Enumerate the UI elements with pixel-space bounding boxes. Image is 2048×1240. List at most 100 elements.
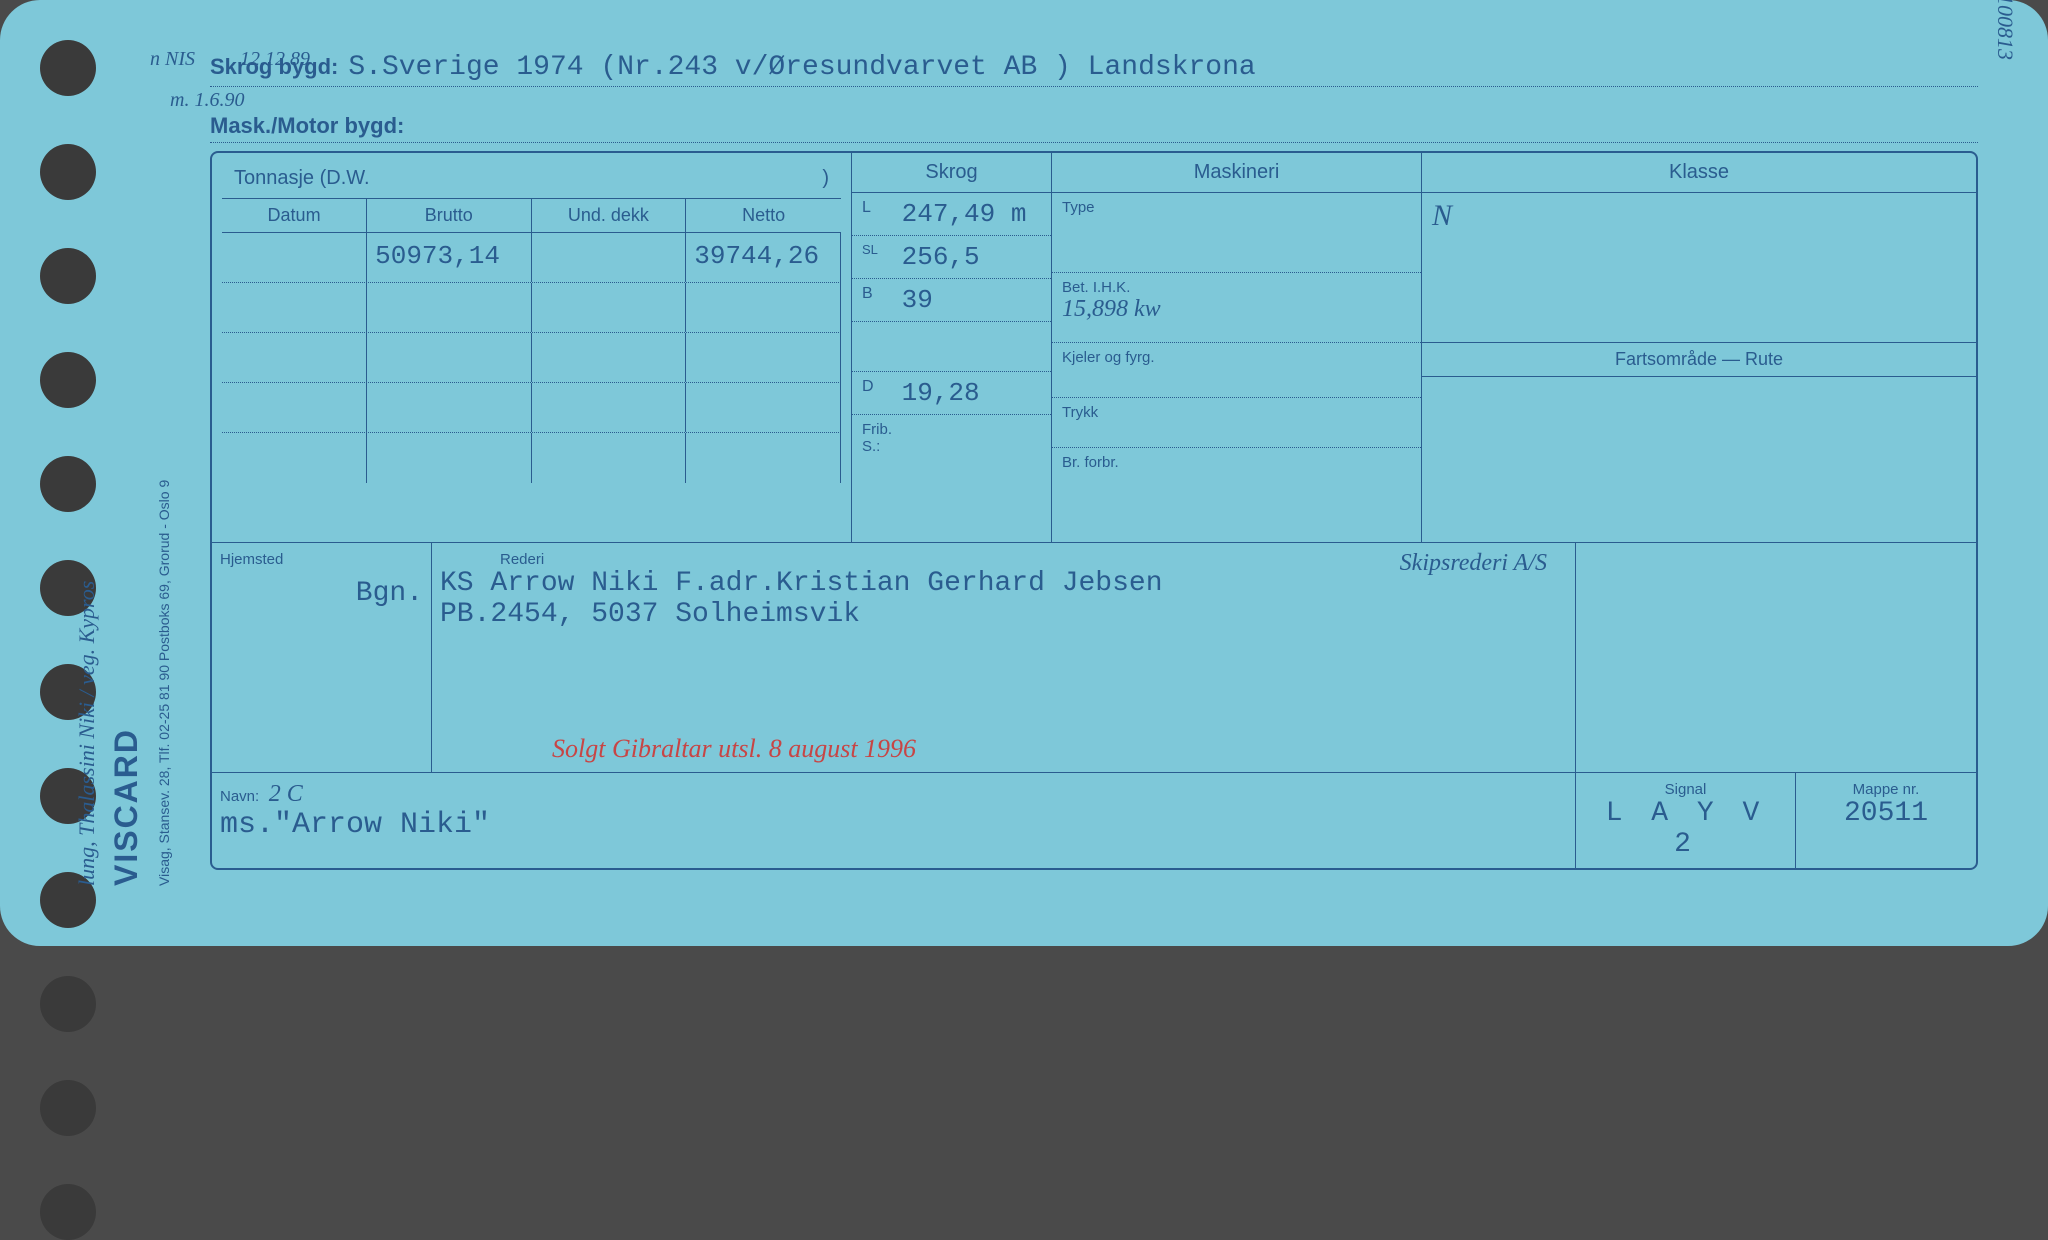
br-label: Br. forbr. <box>1062 454 1411 471</box>
rederi-annotation: Skipsrederi A/S <box>1400 550 1547 577</box>
skrog-column: Skrog L 247,49 m SL 256,5 B 39 <box>852 153 1052 542</box>
mappe-cell: Mappe nr. 20511 <box>1796 773 1976 868</box>
netto-value: 39744,26 <box>686 233 841 282</box>
rederi-line1: KS Arrow Niki F.adr.Kristian Gerhard Jeb… <box>440 568 1163 599</box>
signal-label: Signal <box>1584 781 1787 798</box>
und-dekk-cell <box>532 233 687 282</box>
viscard-brand: VISCARD <box>108 728 145 886</box>
b-value: 39 <box>902 285 933 315</box>
table-row <box>222 283 841 333</box>
side-publisher-info: Visag, Stansev. 28, Tlf. 02-25 81 90 Pos… <box>156 480 172 886</box>
rederi-line2: PB.2454, 5037 Solheimsvik <box>440 599 1567 630</box>
kjeler-label: Kjeler og fyrg. <box>1062 349 1411 366</box>
hole <box>40 1184 96 1240</box>
sl-label: SL <box>862 242 892 257</box>
skrog-d-row: D 19,28 <box>852 372 1051 415</box>
tonnage-close: ) <box>822 167 829 190</box>
hjemsted-cell: Hjemsted Bgn. <box>212 543 432 772</box>
l-value: 247,49 m <box>902 199 1027 229</box>
klasse-value: N <box>1432 199 1452 232</box>
tonnage-subheader: Datum Brutto Und. dekk Netto <box>222 199 841 233</box>
und-dekk-header: Und. dekk <box>532 199 687 232</box>
hjemsted-label: Hjemsted <box>220 551 423 568</box>
skrog-b-row: B 39 <box>852 279 1051 322</box>
frib-label: Frib. <box>862 421 1041 438</box>
type-label: Type <box>1062 199 1411 216</box>
navn-cell: Navn: 2 C ms."Arrow Niki" <box>212 773 1576 868</box>
brutto-value: 50973,14 <box>367 233 531 282</box>
skrog-sl-row: SL 256,5 <box>852 236 1051 279</box>
datum-header: Datum <box>222 199 367 232</box>
l-label: L <box>862 199 892 217</box>
s-label: S.: <box>862 438 1041 455</box>
skrog-bygd-value: S.Sverige 1974 (Nr.243 v/Øresundvarvet A… <box>348 52 1255 83</box>
maskineri-header: Maskineri <box>1052 153 1421 193</box>
sold-note: Solgt Gibraltar utsl. 8 august 1996 <box>552 734 916 764</box>
hole <box>40 456 96 512</box>
bottom-row: Navn: 2 C ms."Arrow Niki" Signal L A Y V… <box>212 773 1976 868</box>
ihk-label: Bet. I.H.K. <box>1062 279 1411 296</box>
sl-value: 256,5 <box>902 242 980 272</box>
trykk-label: Trykk <box>1062 404 1411 421</box>
maskineri-column: Maskineri Type Bet. I.H.K. 15,898 kw Kje… <box>1052 153 1422 542</box>
farts-label: Fartsområde — Rute <box>1615 349 1783 369</box>
navn-annotation: 2 C <box>269 781 303 807</box>
d-value: 19,28 <box>902 378 980 408</box>
signal-value: L A Y V 2 <box>1584 798 1787 860</box>
table-row: 50973,14 39744,26 <box>222 233 841 283</box>
annotation-date-2: m. 1.6.90 <box>170 89 244 112</box>
hole <box>40 1080 96 1136</box>
hole <box>40 144 96 200</box>
netto-header: Netto <box>686 199 841 232</box>
hole <box>40 352 96 408</box>
tonnage-header: Tonnasje (D.W. ) <box>222 159 841 199</box>
right-side-number: 100813 <box>1992 0 2018 60</box>
skrog-header: Skrog <box>852 153 1051 193</box>
skrog-empty <box>852 322 1051 372</box>
datum-cell <box>222 233 367 282</box>
skrog-frib-row: Frib. S.: <box>852 415 1051 542</box>
trykk-row: Trykk <box>1052 398 1421 448</box>
skrog-l-row: L 247,49 m <box>852 193 1051 236</box>
mask-motor-row: Mask./Motor bygd: <box>210 113 1978 143</box>
skrog-bygd-row: Skrog bygd: S.Sverige 1974 (Nr.243 v/Øre… <box>210 52 1978 87</box>
ihk-row: Bet. I.H.K. 15,898 kw <box>1052 273 1421 343</box>
mappe-value: 20511 <box>1804 798 1968 829</box>
hole <box>40 248 96 304</box>
ihk-value: 15,898 kw <box>1062 296 1411 323</box>
type-row: Type <box>1052 193 1421 273</box>
table-row <box>222 433 841 483</box>
tonnage-column: Tonnasje (D.W. ) Datum Brutto Und. dekk … <box>212 153 852 542</box>
rederi-cell: Rederi KS Arrow Niki F.adr.Kristian Gerh… <box>432 543 1576 772</box>
annotation-nis: n NIS <box>150 48 195 71</box>
navn-value: ms."Arrow Niki" <box>220 808 1567 842</box>
table-row <box>222 383 841 433</box>
table-row <box>222 333 841 383</box>
mappe-label: Mappe nr. <box>1804 781 1968 798</box>
br-row: Br. forbr. <box>1052 448 1421 542</box>
navn-label: Navn: <box>220 788 259 805</box>
b-label: B <box>862 285 892 303</box>
mask-motor-label: Mask./Motor bygd: <box>210 113 404 139</box>
d-label: D <box>862 378 892 396</box>
farts-value-cell <box>1422 377 1976 542</box>
kjeler-row: Kjeler og fyrg. <box>1052 343 1421 398</box>
hole <box>40 40 96 96</box>
hjemsted-rederi-row: Hjemsted Bgn. Rederi KS Arrow Niki F.adr… <box>212 543 1976 773</box>
farts-empty-cell <box>1576 543 1976 772</box>
farts-header: Fartsområde — Rute <box>1422 343 1976 377</box>
annotation-date-1: 12.12.89 <box>240 48 310 71</box>
klasse-column: Klasse N Fartsområde — Rute <box>1422 153 1976 542</box>
klasse-value-cell: N <box>1422 193 1976 343</box>
klasse-header: Klasse <box>1422 153 1976 193</box>
index-card: lung, Thalassini Niki / veg. Kypros VISC… <box>0 0 2048 946</box>
brutto-header: Brutto <box>367 199 531 232</box>
tonnage-data-rows: 50973,14 39744,26 <box>222 233 841 536</box>
tonnage-label: Tonnasje (D.W. <box>234 167 370 190</box>
hole <box>40 976 96 1032</box>
header-section: Tonnasje (D.W. ) Datum Brutto Und. dekk … <box>212 153 1976 543</box>
side-handwritten-note: lung, Thalassini Niki / veg. Kypros <box>74 581 100 886</box>
main-table: Tonnasje (D.W. ) Datum Brutto Und. dekk … <box>210 151 1978 870</box>
hjemsted-value: Bgn. <box>220 578 423 609</box>
signal-cell: Signal L A Y V 2 <box>1576 773 1796 868</box>
